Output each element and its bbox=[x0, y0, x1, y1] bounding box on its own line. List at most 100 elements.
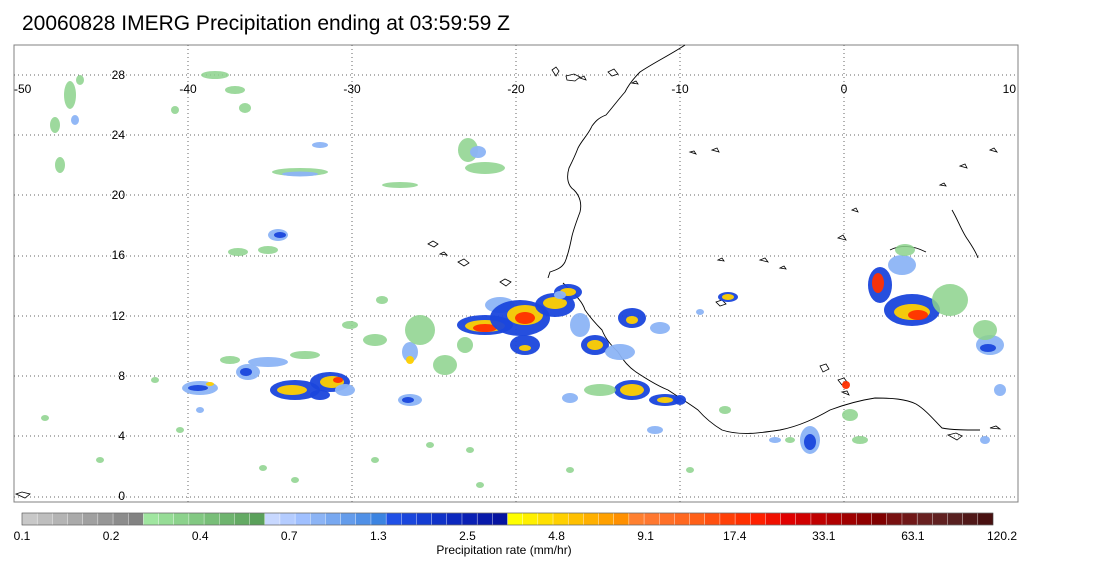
colorbar-tick-label: 4.8 bbox=[548, 529, 565, 543]
precip-cell bbox=[465, 162, 505, 174]
colorbar-tick-label: 17.4 bbox=[723, 529, 747, 543]
colorbar-cell bbox=[446, 512, 463, 526]
precip-cell bbox=[405, 315, 435, 345]
colorbar-cell bbox=[734, 512, 751, 526]
precip-cell bbox=[842, 381, 850, 389]
precip-cell bbox=[333, 377, 343, 383]
precip-cell bbox=[872, 273, 884, 293]
precip-cell bbox=[620, 384, 644, 396]
colorbar-cell bbox=[719, 512, 736, 526]
lat-label: 16 bbox=[112, 248, 126, 262]
precip-cell bbox=[657, 397, 673, 403]
precip-cell bbox=[220, 356, 240, 364]
precip-cell bbox=[225, 86, 245, 94]
precip-cell bbox=[239, 103, 251, 113]
colorbar-cell bbox=[537, 512, 554, 526]
colorbar-cell bbox=[583, 512, 600, 526]
colorbar-cell bbox=[401, 512, 417, 526]
graticule bbox=[14, 45, 1018, 502]
precip-cell bbox=[206, 382, 214, 386]
precip-cell bbox=[240, 368, 252, 376]
precip-cell bbox=[96, 457, 104, 463]
lon-label: 0 bbox=[841, 82, 848, 96]
precip-cell bbox=[570, 313, 590, 337]
colorbar-cell bbox=[841, 512, 857, 526]
map-title: 20060828 IMERG Precipitation ending at 0… bbox=[22, 12, 510, 35]
colorbar-cell bbox=[355, 512, 372, 526]
colorbar-border bbox=[21, 512, 994, 526]
precip-cell bbox=[363, 334, 387, 346]
colorbar-cell bbox=[522, 512, 539, 526]
precip-cell bbox=[888, 255, 916, 275]
colorbar-cell bbox=[158, 512, 175, 526]
colorbar-cell bbox=[825, 512, 842, 526]
precip-cell bbox=[282, 171, 318, 177]
precip-cell bbox=[71, 115, 79, 125]
colorbar-cell bbox=[901, 512, 918, 526]
precip-cell bbox=[785, 437, 795, 443]
precip-cell bbox=[932, 284, 968, 316]
precip-cell bbox=[980, 436, 990, 444]
colorbar-cell bbox=[916, 512, 933, 526]
precip-cell bbox=[543, 297, 567, 309]
precip-cell bbox=[566, 467, 574, 473]
colorbar-cell bbox=[628, 512, 645, 526]
precip-cell bbox=[722, 294, 734, 300]
precip-cell bbox=[402, 342, 418, 362]
colorbar-cell bbox=[264, 512, 281, 526]
precip-cell bbox=[310, 390, 330, 400]
colorbar-tick-label: 1.3 bbox=[370, 529, 387, 543]
lon-label: -30 bbox=[343, 82, 361, 96]
colorbar-label: Precipitation rate (mm/hr) bbox=[436, 543, 571, 557]
precip-cell bbox=[769, 437, 781, 443]
precip-cell bbox=[470, 146, 486, 158]
colorbar-tick-label: 120.2 bbox=[987, 529, 1017, 543]
colorbar-cell bbox=[416, 512, 433, 526]
precip-cell bbox=[466, 447, 474, 453]
colorbar-cell bbox=[21, 512, 38, 526]
precip-cell bbox=[259, 465, 267, 471]
precip-cell bbox=[335, 384, 355, 396]
colorbar-cell bbox=[598, 512, 615, 526]
precip-cell bbox=[55, 157, 65, 173]
colorbar-cell bbox=[385, 512, 402, 526]
precip-cell bbox=[402, 397, 414, 403]
colorbar-tick-label: 33.1 bbox=[812, 529, 836, 543]
colorbar-cell bbox=[203, 512, 220, 526]
colorbar-cell bbox=[340, 512, 357, 526]
precip-cell bbox=[312, 142, 328, 148]
colorbar-cell bbox=[871, 512, 888, 526]
precip-cell bbox=[188, 385, 208, 391]
precip-cell bbox=[196, 407, 204, 413]
colorbar-tick-label: 0.2 bbox=[103, 529, 120, 543]
lon-label: 10 bbox=[1003, 82, 1017, 96]
precip-cell bbox=[277, 385, 307, 395]
colorbar-cell bbox=[294, 512, 311, 526]
colorbar-cells bbox=[21, 512, 994, 526]
colorbar-cell bbox=[52, 512, 69, 526]
precip-cell bbox=[626, 316, 638, 324]
colorbar-cell bbox=[886, 512, 903, 526]
lat-label: 20 bbox=[112, 188, 126, 202]
colorbar-tick-labels: 0.1 0.2 0.4 0.7 1.3 2.5 4.8 9.1 17.4 33.1 63.1 120.… bbox=[14, 529, 1018, 543]
colorbar-cell bbox=[689, 512, 706, 526]
precip-cell bbox=[342, 321, 358, 329]
colorbar-cell bbox=[674, 512, 691, 526]
colorbar-cell bbox=[67, 512, 84, 526]
colorbar-cell bbox=[977, 512, 994, 526]
colorbar-cell bbox=[750, 512, 766, 526]
precip-cell bbox=[291, 477, 299, 483]
colorbar-tick-label: 0.1 bbox=[14, 529, 31, 543]
precipitation-field bbox=[41, 71, 1006, 488]
colorbar-cell bbox=[810, 512, 827, 526]
longitude-labels: -50 -40 -30 -20 -10 0 10 bbox=[14, 82, 1016, 96]
precip-cell bbox=[973, 320, 997, 340]
precip-cell bbox=[804, 434, 816, 450]
lon-label: -40 bbox=[179, 82, 197, 96]
precip-cell bbox=[457, 337, 473, 353]
colorbar-cell bbox=[962, 512, 979, 526]
colorbar-cell bbox=[36, 512, 53, 526]
colorbar-cell bbox=[188, 512, 205, 526]
precip-cell bbox=[426, 442, 434, 448]
